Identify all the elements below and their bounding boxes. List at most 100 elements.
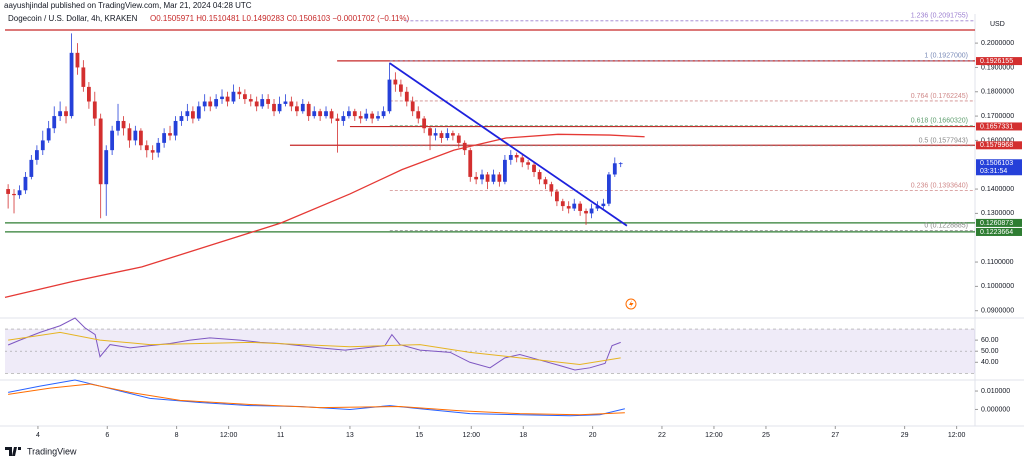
candle-body: [214, 99, 219, 107]
candle-body: [69, 52, 74, 117]
candle-body: [485, 174, 490, 182]
candle-body: [433, 133, 438, 136]
candle-body: [618, 163, 623, 165]
x-tick-label: 12:00: [220, 432, 238, 439]
ohlc: O0.1505971 H0.1510481 L0.1490283 C0.1506…: [150, 14, 410, 23]
x-tick-label: 25: [762, 432, 770, 439]
candle-body: [254, 101, 259, 107]
x-tick-label: 11: [277, 432, 284, 439]
candle-body: [456, 135, 461, 143]
brand: TradingView: [27, 446, 77, 456]
candle-body: [116, 120, 120, 131]
symbol: Dogecoin / U.S. Dollar, 4h, KRAKEN: [8, 14, 138, 23]
candle-body: [520, 157, 525, 163]
lightning-icon[interactable]: [625, 298, 637, 310]
candle-body: [283, 101, 288, 104]
y-tick-label: 0.000000: [981, 406, 1010, 413]
candle-body: [607, 174, 611, 204]
x-tick-label: 27: [831, 432, 839, 439]
candle-body: [121, 120, 126, 129]
candle-body: [572, 203, 577, 209]
candle-body: [75, 52, 80, 68]
x-tick-label: 29: [901, 432, 909, 439]
candle-body: [110, 130, 115, 151]
candle-body: [416, 111, 421, 119]
candle-body: [92, 101, 97, 119]
candle-body: [312, 111, 317, 117]
candle-body: [173, 120, 178, 136]
candle-body: [370, 113, 375, 119]
candle-body: [324, 111, 328, 117]
author-line: aayushjindal published on TradingView.co…: [4, 1, 252, 10]
candle-body: [104, 150, 109, 185]
candle-body: [462, 142, 467, 151]
candle-body: [341, 116, 346, 121]
x-tick-label: 15: [415, 432, 423, 439]
x-tick-label: 8: [175, 432, 179, 439]
brand-logo: [5, 447, 21, 456]
candle-body: [208, 101, 213, 107]
candle-body: [549, 184, 554, 192]
y-tick-label: 0.2000000: [981, 40, 1014, 47]
candle-body: [52, 116, 57, 129]
candle-body: [387, 79, 392, 112]
candle-body: [179, 116, 184, 121]
candle-body: [17, 190, 22, 196]
x-tick-label: 6: [105, 432, 109, 439]
price-label-box: [976, 141, 1022, 150]
candle-body: [428, 128, 432, 136]
candle-body: [468, 150, 473, 177]
candle-body: [451, 133, 455, 136]
price-label-box: [976, 227, 1022, 236]
candle-body: [347, 111, 351, 117]
candle-body: [237, 91, 242, 95]
candle-body: [144, 145, 149, 151]
countdown: 03:31:54: [980, 168, 1007, 175]
candle-body: [399, 84, 403, 92]
candle-body: [497, 174, 502, 182]
price-label: 0.1506103: [980, 160, 1013, 167]
candle-body: [34, 150, 39, 160]
candle-body: [81, 67, 86, 87]
candle-body: [277, 103, 282, 112]
x-tick-label: 13: [346, 432, 354, 439]
candle-body: [393, 79, 398, 85]
candle-body: [474, 176, 479, 180]
moving-average: [4, 133, 645, 298]
y-tick-label: 0.010000: [981, 388, 1010, 395]
candle-body: [64, 111, 68, 117]
y-tick-label: 60.00: [981, 337, 999, 344]
price-label: 0.1926155: [980, 58, 1013, 65]
candle-body: [225, 96, 230, 102]
candle-body: [381, 111, 386, 117]
candle-body: [318, 111, 323, 117]
fib-label: 0.618 (0.1660320): [911, 118, 968, 125]
candle-body: [410, 101, 415, 112]
y-tick-label: 0.1800000: [981, 89, 1014, 96]
fib-label: 0 (0.1228885): [924, 223, 968, 230]
candle-body: [300, 103, 305, 112]
fib-label: 0.236 (0.1393640): [911, 182, 968, 189]
y-tick-label: 40.00: [981, 359, 999, 366]
candle-body: [376, 116, 380, 119]
candle-body: [185, 111, 190, 117]
y-tick-label: 0.1900000: [981, 64, 1014, 71]
candle-body: [352, 111, 357, 117]
candle-body: [162, 133, 167, 143]
candle-body: [156, 142, 161, 153]
candle-body: [289, 101, 294, 107]
candle-body: [46, 128, 51, 141]
candle-body: [150, 150, 155, 153]
y-tick-label: 0.0900000: [981, 308, 1014, 315]
fib-label: 0.5 (0.1577943): [919, 138, 968, 145]
candle-body: [532, 164, 536, 173]
price-label-box: [976, 57, 1022, 66]
y-tick-label: 50.00: [981, 348, 999, 355]
candle-body: [445, 133, 450, 138]
y-tick-label: 0.1700000: [981, 113, 1014, 120]
candle-body: [272, 103, 276, 112]
candle-body: [6, 189, 11, 194]
candle-body: [560, 201, 565, 207]
currency: USD: [990, 21, 1005, 28]
